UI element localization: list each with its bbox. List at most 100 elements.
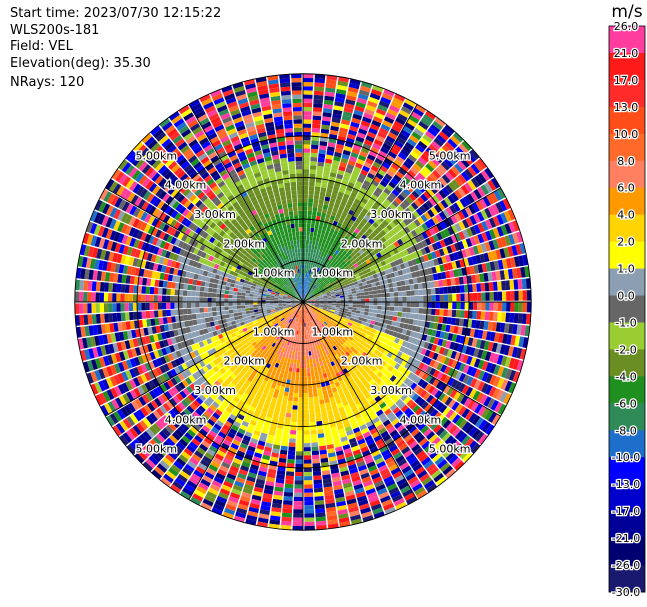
velocity-gate xyxy=(349,467,359,475)
velocity-gate xyxy=(263,335,268,341)
velocity-gate xyxy=(351,382,358,388)
velocity-gate xyxy=(406,302,411,307)
velocity-gate xyxy=(344,362,350,368)
velocity-gate xyxy=(367,327,373,332)
velocity-gate xyxy=(462,276,468,285)
velocity-gate xyxy=(380,236,387,243)
velocity-gate xyxy=(464,437,474,449)
velocity-gate xyxy=(312,388,318,393)
velocity-gate xyxy=(413,128,424,137)
velocity-gate xyxy=(310,371,315,377)
velocity-gate xyxy=(421,239,428,248)
velocity-gate xyxy=(355,379,362,386)
velocity-gate xyxy=(150,400,159,410)
velocity-gate xyxy=(90,336,96,347)
velocity-gate xyxy=(508,370,517,381)
velocity-gate xyxy=(310,296,315,299)
velocity-gate xyxy=(102,379,110,390)
velocity-gate xyxy=(290,309,294,314)
velocity-gate xyxy=(301,314,303,319)
velocity-gate xyxy=(437,323,443,331)
velocity-gate xyxy=(284,421,291,426)
velocity-gate xyxy=(285,412,292,418)
velocity-gate xyxy=(406,437,416,446)
velocity-gate xyxy=(230,389,238,396)
velocity-gate xyxy=(473,264,480,274)
velocity-gate xyxy=(370,365,377,372)
velocity-gate xyxy=(316,267,320,273)
velocity-gate xyxy=(364,417,372,424)
velocity-gate xyxy=(108,303,113,313)
velocity-gate xyxy=(406,307,411,313)
velocity-gate xyxy=(314,82,325,88)
velocity-gate xyxy=(279,449,288,455)
velocity-gate xyxy=(199,313,205,319)
velocity-gate xyxy=(343,270,349,275)
velocity-gate xyxy=(469,265,475,275)
velocity-gate xyxy=(356,97,368,105)
velocity-gate xyxy=(356,322,362,327)
velocity-gate xyxy=(468,293,474,301)
velocity-gate xyxy=(327,294,332,297)
velocity-gate xyxy=(242,327,248,333)
velocity-gate xyxy=(132,438,143,450)
velocity-gate xyxy=(363,112,374,120)
velocity-gate xyxy=(397,312,403,317)
velocity-gate xyxy=(366,201,374,208)
velocity-gate xyxy=(334,244,339,250)
velocity-gate xyxy=(384,506,396,515)
velocity-gate xyxy=(286,302,291,304)
velocity-gate xyxy=(491,250,498,261)
velocity-gate xyxy=(212,401,220,409)
velocity-gate xyxy=(447,333,454,341)
velocity-gate xyxy=(397,194,406,202)
velocity-gate xyxy=(329,261,335,267)
velocity-gate xyxy=(283,308,288,311)
velocity-gate xyxy=(428,218,436,227)
velocity-gate xyxy=(341,440,350,447)
velocity-gate xyxy=(354,257,360,263)
velocity-gate xyxy=(298,309,300,314)
velocity-gate xyxy=(365,176,373,183)
velocity-gate xyxy=(342,287,347,291)
velocity-gate xyxy=(361,345,367,352)
velocity-gate xyxy=(483,396,492,407)
velocity-gate xyxy=(327,448,335,454)
velocity-gate xyxy=(370,238,377,245)
velocity-gate xyxy=(294,302,299,305)
velocity-gate xyxy=(411,443,421,453)
velocity-gate xyxy=(395,155,405,164)
velocity-gate xyxy=(198,394,207,402)
velocity-gate xyxy=(137,355,145,365)
velocity-gate xyxy=(456,293,461,301)
velocity-gate xyxy=(375,108,387,116)
velocity-gate xyxy=(365,298,370,302)
velocity-gate xyxy=(439,239,446,248)
velocity-gate xyxy=(460,293,465,301)
velocity-gate xyxy=(275,402,282,408)
velocity-gate xyxy=(369,499,381,507)
velocity-gate xyxy=(366,461,376,469)
velocity-gate xyxy=(336,385,342,391)
velocity-gate xyxy=(344,217,351,223)
velocity-gate xyxy=(406,247,413,255)
velocity-gate xyxy=(316,420,323,426)
velocity-gate xyxy=(330,281,336,286)
velocity-gate xyxy=(291,324,295,330)
velocity-gate xyxy=(275,329,280,335)
velocity-gate xyxy=(182,355,189,363)
velocity-gate xyxy=(313,392,318,397)
velocity-gate xyxy=(353,281,359,285)
velocity-gate xyxy=(240,299,245,302)
velocity-gate xyxy=(414,289,419,296)
velocity-gate xyxy=(332,364,337,370)
velocity-gate xyxy=(407,364,415,372)
velocity-gate xyxy=(119,434,129,446)
velocity-gate xyxy=(120,293,125,302)
velocity-gate xyxy=(122,393,131,404)
velocity-gate xyxy=(107,401,117,412)
velocity-gate xyxy=(347,277,353,282)
velocity-gate xyxy=(297,409,303,415)
velocity-gate xyxy=(322,478,332,484)
velocity-gate xyxy=(350,357,356,363)
